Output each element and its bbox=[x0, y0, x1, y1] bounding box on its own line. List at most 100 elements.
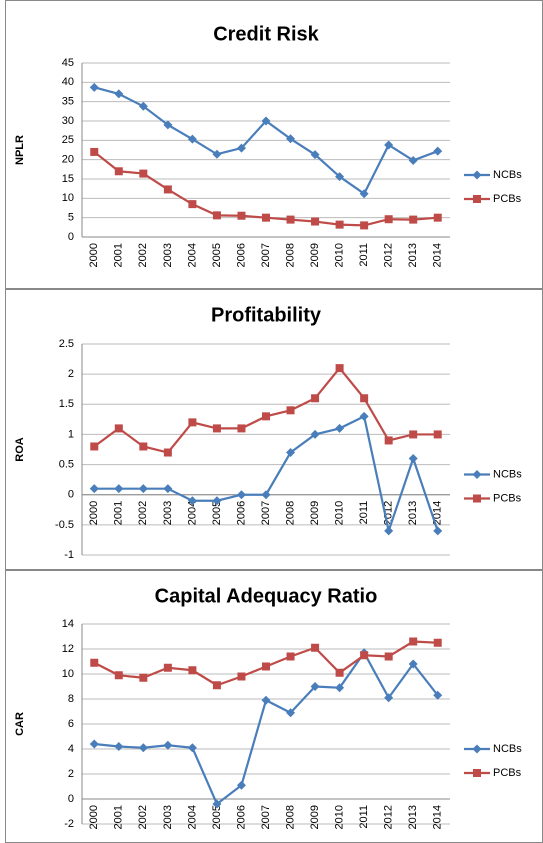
legend-marker bbox=[472, 744, 482, 754]
point-marker bbox=[310, 429, 320, 439]
x-tick-label: 2010 bbox=[334, 805, 346, 829]
y-tick-label: 0 bbox=[68, 231, 74, 243]
point-marker bbox=[286, 708, 296, 718]
x-tick-label: 2002 bbox=[137, 243, 149, 267]
x-tick-label: 2006 bbox=[235, 243, 247, 267]
x-tick-label: 2011 bbox=[358, 501, 370, 525]
point-marker bbox=[311, 643, 320, 652]
point-marker bbox=[187, 134, 197, 144]
legend-label: PCBs bbox=[493, 193, 522, 205]
y-tick-label: 4 bbox=[68, 743, 74, 755]
point-marker bbox=[139, 442, 148, 451]
point-marker bbox=[237, 211, 246, 220]
point-marker bbox=[114, 671, 123, 680]
point-marker bbox=[409, 430, 418, 439]
legend-marker bbox=[473, 769, 481, 777]
point-marker bbox=[163, 740, 173, 750]
y-tick-label: -0.5 bbox=[55, 519, 74, 531]
x-tick-label: 2010 bbox=[334, 501, 346, 525]
point-marker bbox=[114, 167, 123, 176]
point-marker bbox=[286, 215, 295, 224]
y-tick-label: 35 bbox=[62, 96, 74, 108]
point-marker bbox=[114, 742, 124, 751]
y-tick-label: 45 bbox=[62, 57, 74, 69]
point-marker bbox=[89, 739, 99, 749]
x-tick-label: 2001 bbox=[113, 501, 125, 525]
point-marker bbox=[261, 116, 271, 126]
x-tick-label: 2000 bbox=[88, 243, 100, 267]
point-marker bbox=[310, 682, 320, 691]
point-marker bbox=[335, 364, 344, 373]
x-tick-label: 2013 bbox=[407, 805, 419, 829]
point-marker bbox=[384, 436, 393, 445]
chart-title: Capital Adequacy Ratio bbox=[155, 585, 378, 607]
point-marker bbox=[212, 149, 222, 159]
legend-label: NCBs bbox=[493, 169, 522, 181]
point-marker bbox=[359, 411, 369, 421]
point-marker bbox=[187, 743, 197, 753]
point-marker bbox=[236, 490, 246, 500]
point-marker bbox=[163, 663, 172, 672]
x-tick-label: 2003 bbox=[162, 243, 174, 267]
x-tick-label: 2010 bbox=[334, 243, 346, 267]
point-marker bbox=[384, 652, 393, 661]
point-marker bbox=[188, 200, 197, 209]
point-marker bbox=[408, 454, 418, 464]
point-marker bbox=[114, 89, 124, 99]
point-marker bbox=[262, 662, 270, 671]
point-marker bbox=[286, 406, 295, 415]
x-tick-label: 2006 bbox=[235, 805, 247, 829]
x-tick-label: 2009 bbox=[309, 501, 321, 525]
point-marker bbox=[163, 120, 173, 130]
x-tick-label: 2014 bbox=[432, 805, 444, 829]
legend-label: PCBs bbox=[493, 492, 522, 504]
point-marker bbox=[335, 172, 345, 182]
point-marker bbox=[187, 496, 197, 506]
y-tick-label: 14 bbox=[62, 618, 74, 630]
point-marker bbox=[262, 412, 270, 421]
y-tick-label: 0.5 bbox=[59, 458, 74, 470]
x-tick-label: 2011 bbox=[358, 243, 370, 267]
x-tick-label: 2013 bbox=[407, 501, 419, 525]
legend-marker bbox=[472, 470, 482, 479]
x-tick-label: 2013 bbox=[407, 243, 419, 267]
x-tick-label: 2007 bbox=[260, 243, 272, 267]
point-marker bbox=[384, 526, 394, 536]
y-tick-label: 6 bbox=[68, 718, 74, 730]
point-marker bbox=[335, 683, 345, 693]
x-tick-label: 2008 bbox=[284, 501, 296, 525]
point-marker bbox=[89, 82, 99, 92]
point-marker bbox=[433, 526, 443, 536]
point-marker bbox=[433, 146, 443, 156]
x-tick-label: 2007 bbox=[260, 501, 272, 525]
point-marker bbox=[311, 394, 320, 403]
point-marker bbox=[433, 430, 442, 439]
y-tick-label: 10 bbox=[62, 668, 74, 680]
panel-border bbox=[5, 570, 543, 843]
point-marker bbox=[237, 424, 246, 433]
point-marker bbox=[360, 221, 369, 230]
point-marker bbox=[138, 101, 148, 111]
y-tick-label: 20 bbox=[62, 154, 74, 166]
point-marker bbox=[114, 424, 123, 433]
x-tick-label: 2004 bbox=[186, 805, 198, 829]
point-marker bbox=[188, 418, 197, 427]
y-tick-label: 12 bbox=[62, 643, 74, 655]
y-tick-label: 2 bbox=[68, 368, 74, 380]
point-marker bbox=[409, 215, 418, 224]
point-marker bbox=[335, 668, 344, 677]
legend-label: NCBs bbox=[493, 743, 522, 755]
x-tick-label: 2002 bbox=[137, 805, 149, 829]
point-marker bbox=[163, 484, 173, 494]
x-tick-label: 2009 bbox=[309, 805, 321, 829]
y-axis-label: NPLR bbox=[14, 135, 26, 165]
y-tick-label: -2 bbox=[64, 818, 74, 830]
x-tick-label: 2004 bbox=[186, 243, 198, 267]
point-marker bbox=[237, 672, 246, 681]
point-marker bbox=[261, 490, 271, 500]
point-marker bbox=[359, 189, 369, 199]
point-marker bbox=[90, 658, 99, 667]
point-marker bbox=[262, 213, 270, 222]
y-tick-label: 0 bbox=[68, 489, 74, 501]
